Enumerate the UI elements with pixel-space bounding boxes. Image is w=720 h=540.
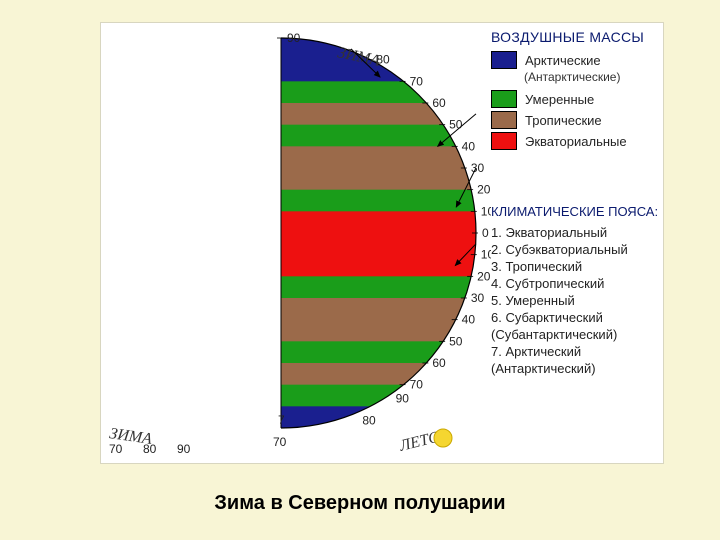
zone7-marker: 7: [278, 413, 285, 427]
tick-right-4: 50: [449, 118, 463, 132]
zone-item-0: 1. Экваториальный: [491, 224, 661, 241]
tick-right-9: 0: [482, 226, 489, 240]
zone-item-6: (Субантарктический): [491, 326, 661, 343]
tick-right-10: 10: [481, 248, 491, 262]
tick-right-14: 50: [449, 334, 463, 348]
tick-bottom-r-2: 70: [273, 435, 287, 449]
stage: 9080706050403020100102030405060709080707…: [0, 0, 720, 540]
legend-swatch-2: [491, 111, 517, 129]
tick-right-16: 70: [410, 378, 424, 392]
legend-swatch-3: [491, 132, 517, 150]
legend-title: ВОЗДУШНЫЕ МАССЫ: [491, 29, 661, 45]
tick-bottom-l-0: 70: [109, 442, 123, 456]
zone-item-7: 7. Арктический: [491, 343, 661, 360]
legend-sublabel-0: (Антарктические): [524, 70, 661, 84]
band-6: [281, 211, 478, 233]
legend-row-3: Экваториальные: [491, 132, 661, 150]
legend-label-1: Умеренные: [525, 92, 594, 107]
tick-bottom-r-1: 80: [362, 413, 376, 427]
climate-zones: КЛИМАТИЧЕСКИЕ ПОЯСА: 1. Экваториальный2.…: [491, 203, 661, 377]
tick-right-8: 10: [481, 204, 491, 218]
tick-right-13: 40: [462, 313, 476, 327]
diagram-panel: 9080706050403020100102030405060709080707…: [100, 22, 664, 464]
band-11: [281, 363, 478, 385]
band-7: [281, 233, 478, 277]
legend: ВОЗДУШНЫЕ МАССЫ Арктические (Антарктическ…: [491, 29, 661, 153]
legend-row-2: Тропические: [491, 111, 661, 129]
zones-title: КЛИМАТИЧЕСКИЕ ПОЯСА:: [491, 203, 661, 220]
tick-right-11: 20: [477, 269, 491, 283]
zone-item-3: 4. Субтропический: [491, 275, 661, 292]
tick-bottom-r-0: 90: [396, 392, 410, 406]
tick-bottom-l-2: 90: [177, 442, 191, 456]
zone-item-1: 2. Субэкваториальный: [491, 241, 661, 258]
zone-item-2: 3. Тропический: [491, 258, 661, 275]
band-1: [281, 81, 478, 103]
globe-svg: 9080706050403020100102030405060709080707…: [101, 23, 491, 463]
legend-label-3: Экваториальные: [525, 134, 627, 149]
band-8: [281, 276, 478, 298]
tick-right-7: 20: [477, 183, 491, 197]
zone-item-5: 6. Субарктический: [491, 309, 661, 326]
zone-item-8: (Антарктический): [491, 360, 661, 377]
tick-right-0: 90: [287, 31, 301, 45]
legend-swatch-0: [491, 51, 517, 69]
legend-label-0: Арктические: [525, 53, 601, 68]
legend-row-1: Умеренные: [491, 90, 661, 108]
globe-wrap: 9080706050403020100102030405060709080707…: [101, 23, 491, 463]
legend-row-0: Арктические: [491, 51, 661, 69]
tick-right-2: 70: [410, 74, 424, 88]
sun-icon: [434, 429, 452, 447]
tick-right-5: 40: [462, 139, 476, 153]
band-12: [281, 385, 478, 407]
tick-right-15: 60: [432, 356, 446, 370]
zone-item-4: 5. Умеренный: [491, 292, 661, 309]
legend-swatch-1: [491, 90, 517, 108]
tick-right-12: 30: [471, 291, 485, 305]
caption: Зима в Северном полушарии: [0, 492, 720, 515]
band-5: [281, 190, 478, 212]
tick-right-6: 30: [471, 161, 485, 175]
legend-label-2: Тропические: [525, 113, 602, 128]
band-4: [281, 146, 478, 190]
tick-right-3: 60: [432, 96, 446, 110]
